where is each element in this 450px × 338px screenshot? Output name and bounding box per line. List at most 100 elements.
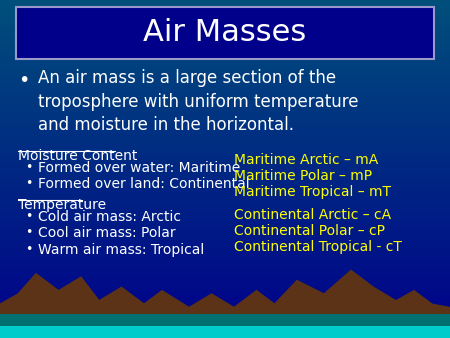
Bar bbox=[0, 250, 450, 254]
Bar bbox=[0, 172, 450, 176]
Bar bbox=[0, 297, 450, 301]
Bar bbox=[0, 95, 450, 98]
Bar bbox=[0, 118, 450, 122]
Text: Air Masses: Air Masses bbox=[144, 18, 306, 47]
Bar bbox=[0, 17, 450, 20]
Text: Maritime Polar – mP: Maritime Polar – mP bbox=[234, 169, 372, 183]
Bar bbox=[0, 44, 450, 47]
Text: Maritime Arctic – mA: Maritime Arctic – mA bbox=[234, 153, 378, 167]
Bar bbox=[0, 81, 450, 84]
Bar bbox=[0, 10, 450, 14]
Bar bbox=[0, 233, 450, 237]
Bar bbox=[0, 237, 450, 240]
Bar bbox=[0, 321, 450, 324]
Bar bbox=[0, 64, 450, 68]
Bar bbox=[0, 281, 450, 284]
Bar bbox=[0, 260, 450, 264]
Bar bbox=[0, 68, 450, 71]
Bar bbox=[0, 324, 450, 328]
Bar bbox=[0, 78, 450, 81]
Bar bbox=[0, 284, 450, 287]
Bar bbox=[0, 135, 450, 139]
Text: An air mass is a large section of the
troposphere with uniform temperature
and m: An air mass is a large section of the tr… bbox=[38, 69, 359, 135]
Bar bbox=[0, 47, 450, 51]
Bar bbox=[0, 74, 450, 78]
Bar bbox=[0, 122, 450, 125]
Bar bbox=[0, 301, 450, 304]
Bar bbox=[0, 206, 450, 210]
Bar bbox=[0, 108, 450, 112]
Bar bbox=[0, 318, 450, 321]
Bar bbox=[0, 291, 450, 294]
Bar bbox=[0, 0, 450, 3]
Bar bbox=[0, 155, 450, 159]
Bar bbox=[0, 240, 450, 243]
Bar bbox=[0, 247, 450, 250]
Bar bbox=[0, 166, 450, 169]
Bar bbox=[0, 179, 450, 183]
Bar bbox=[0, 274, 450, 277]
Text: Formed over land: Continental: Formed over land: Continental bbox=[38, 177, 250, 191]
Bar bbox=[0, 27, 450, 30]
Bar bbox=[0, 186, 450, 189]
Text: Cool air mass: Polar: Cool air mass: Polar bbox=[38, 226, 176, 240]
Text: •: • bbox=[25, 161, 32, 174]
Bar bbox=[0, 149, 450, 152]
Bar bbox=[0, 326, 450, 338]
Bar bbox=[0, 3, 450, 7]
Bar bbox=[0, 243, 450, 247]
Bar bbox=[0, 142, 450, 145]
FancyBboxPatch shape bbox=[16, 7, 434, 59]
Bar bbox=[0, 128, 450, 132]
Text: Warm air mass: Tropical: Warm air mass: Tropical bbox=[38, 243, 204, 257]
Bar bbox=[0, 152, 450, 155]
Bar bbox=[0, 287, 450, 291]
Bar bbox=[0, 257, 450, 260]
Bar bbox=[0, 267, 450, 270]
Bar bbox=[0, 203, 450, 206]
Text: Continental Arctic – cA: Continental Arctic – cA bbox=[234, 208, 391, 222]
Bar bbox=[0, 183, 450, 186]
Text: •: • bbox=[25, 226, 32, 239]
Bar bbox=[0, 210, 450, 213]
Bar bbox=[0, 176, 450, 179]
Bar bbox=[0, 51, 450, 54]
Bar bbox=[0, 24, 450, 27]
Bar bbox=[0, 264, 450, 267]
Text: •: • bbox=[25, 210, 32, 223]
Bar bbox=[0, 14, 450, 17]
Bar bbox=[0, 159, 450, 162]
Bar bbox=[0, 189, 450, 193]
Bar bbox=[0, 132, 450, 135]
Bar bbox=[0, 331, 450, 335]
Bar bbox=[0, 34, 450, 37]
Bar bbox=[0, 41, 450, 44]
Bar bbox=[0, 230, 450, 233]
Bar bbox=[0, 199, 450, 203]
Text: Continental Polar – cP: Continental Polar – cP bbox=[234, 224, 385, 238]
Text: Cold air mass: Arctic: Cold air mass: Arctic bbox=[38, 210, 181, 224]
Bar bbox=[0, 277, 450, 281]
Bar bbox=[0, 335, 450, 338]
Bar bbox=[0, 105, 450, 108]
Bar bbox=[0, 223, 450, 226]
Text: Temperature: Temperature bbox=[18, 198, 106, 212]
Bar bbox=[0, 101, 450, 105]
Bar bbox=[0, 84, 450, 88]
Bar bbox=[0, 196, 450, 199]
Bar bbox=[0, 54, 450, 57]
Bar bbox=[0, 226, 450, 230]
Bar bbox=[0, 213, 450, 216]
Text: •: • bbox=[18, 71, 29, 90]
Bar bbox=[0, 220, 450, 223]
Bar bbox=[0, 37, 450, 41]
Bar bbox=[0, 91, 450, 95]
Bar bbox=[0, 169, 450, 172]
Bar bbox=[0, 7, 450, 10]
Bar bbox=[0, 193, 450, 196]
Text: Continental Tropical - cT: Continental Tropical - cT bbox=[234, 240, 402, 254]
Bar bbox=[0, 125, 450, 128]
Bar bbox=[0, 311, 450, 314]
Bar bbox=[0, 308, 450, 311]
Bar bbox=[0, 61, 450, 64]
